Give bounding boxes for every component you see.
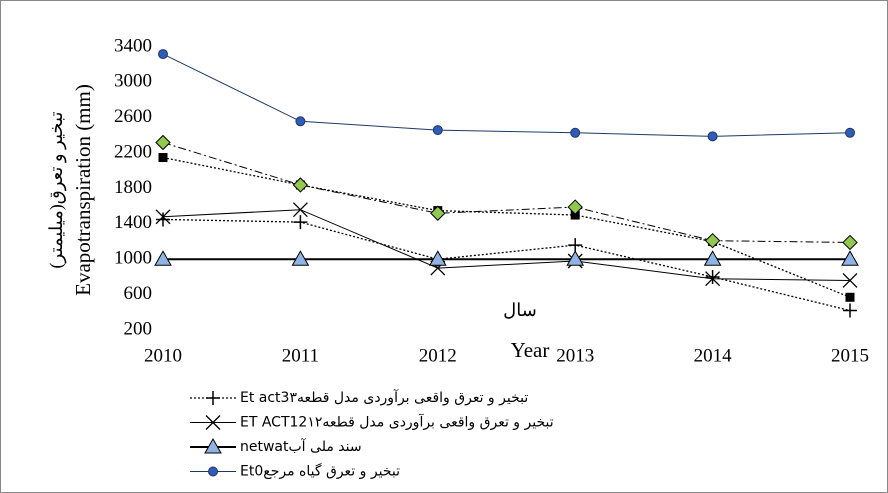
marker (295, 116, 306, 127)
x-tick-label: 2012 (419, 345, 457, 366)
x-tick-label: 2011 (282, 345, 319, 366)
marker (707, 131, 718, 142)
y-tick-label: 2200 (114, 141, 152, 162)
marker (291, 250, 310, 266)
marker (705, 271, 721, 287)
marker (154, 250, 172, 266)
marker (293, 215, 308, 230)
legend-marker (208, 466, 218, 477)
marker (703, 250, 722, 266)
x-tick-label: 2014 (694, 345, 733, 366)
y-tick-label: 1000 (114, 248, 152, 269)
marker (845, 127, 855, 138)
y-tick-label: 3400 (114, 35, 152, 56)
marker (158, 153, 168, 163)
marker (428, 250, 447, 266)
legend-marker (205, 415, 221, 430)
legend-label: Et act3تبخیر و تعرق واقعی برآوردی مدل قط… (240, 389, 528, 406)
marker (841, 250, 859, 266)
series-line (162, 53, 851, 137)
series-line (162, 156, 851, 298)
marker (158, 49, 168, 60)
x-tick-label: 2013 (556, 345, 594, 366)
x-tick-label: 2010 (144, 345, 182, 366)
y-tick-label: 600 (124, 283, 153, 304)
x-axis-label: Year (511, 338, 550, 362)
marker (705, 269, 720, 284)
y-axis-label-fa: تبخیر و تعرق(میلیمتر) (46, 112, 67, 269)
marker (704, 232, 721, 249)
marker (570, 127, 581, 138)
x-tick-label: 2015 (831, 345, 869, 366)
series-line (162, 218, 851, 312)
marker (430, 205, 446, 221)
y-tick-label: 200 (124, 318, 153, 339)
marker (156, 212, 170, 227)
y-tick-label: 1800 (114, 177, 152, 198)
series-line (162, 209, 851, 281)
y-tick-label: 3000 (114, 71, 152, 92)
marker (842, 234, 858, 251)
series-line (162, 142, 851, 243)
marker (843, 303, 857, 318)
marker (842, 273, 858, 288)
y-axis-label: Evapotranspiration (mm) (71, 84, 95, 296)
marker (845, 292, 855, 302)
legend-marker (204, 437, 222, 454)
marker (292, 177, 309, 193)
marker (292, 202, 308, 218)
marker (567, 199, 583, 215)
marker (432, 125, 443, 136)
marker (155, 134, 171, 151)
legend-label: Et0تبخیر و تعرق گیاه مرجع (240, 463, 400, 480)
y-tick-label: 2600 (114, 106, 152, 127)
legend-marker (206, 391, 220, 405)
marker (155, 209, 171, 225)
legend-label: netwatسند ملی آب (240, 438, 362, 455)
y-tick-label: 1400 (114, 212, 152, 233)
marker (568, 238, 583, 253)
legend-label: ET ACT12تبخیر و تعرق واقعی برآوردی مدل ق… (240, 414, 554, 431)
marker (566, 250, 585, 266)
x-axis-label-fa: سال (503, 300, 537, 320)
